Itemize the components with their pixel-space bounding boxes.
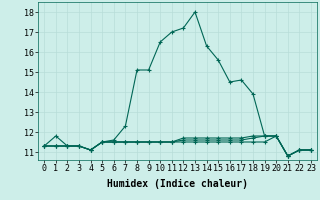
X-axis label: Humidex (Indice chaleur): Humidex (Indice chaleur) (107, 179, 248, 189)
